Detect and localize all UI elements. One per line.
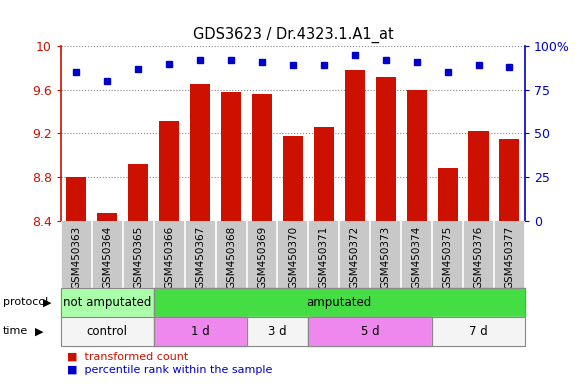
- Bar: [252, 94, 272, 221]
- Text: GSM450363: GSM450363: [71, 226, 81, 290]
- Text: 3 d: 3 d: [268, 325, 287, 338]
- Text: GSM450373: GSM450373: [380, 226, 391, 290]
- Text: GSM450370: GSM450370: [288, 226, 298, 289]
- Text: GSM450374: GSM450374: [412, 226, 422, 290]
- Bar: [494, 221, 525, 288]
- Bar: [246, 317, 309, 346]
- Bar: [221, 92, 241, 221]
- Bar: [216, 221, 246, 288]
- Bar: [61, 221, 92, 288]
- Text: amputated: amputated: [307, 296, 372, 309]
- Bar: [246, 317, 309, 346]
- Bar: [370, 221, 401, 288]
- Bar: [128, 164, 148, 221]
- Text: GSM450366: GSM450366: [164, 226, 174, 290]
- Text: GSM450364: GSM450364: [102, 226, 113, 290]
- Bar: [154, 317, 246, 346]
- Bar: [437, 169, 458, 221]
- Bar: [432, 317, 525, 346]
- Bar: [499, 139, 520, 221]
- Bar: [154, 221, 184, 288]
- Bar: [309, 221, 339, 288]
- Text: GSM450375: GSM450375: [443, 226, 452, 290]
- Text: time: time: [3, 326, 28, 336]
- Bar: [184, 221, 216, 288]
- Bar: [246, 221, 277, 288]
- Text: ■  transformed count: ■ transformed count: [67, 352, 188, 362]
- Title: GDS3623 / Dr.4323.1.A1_at: GDS3623 / Dr.4323.1.A1_at: [193, 27, 393, 43]
- Bar: [159, 121, 179, 221]
- Bar: [314, 127, 334, 221]
- Text: GSM450372: GSM450372: [350, 226, 360, 290]
- Text: 5 d: 5 d: [361, 325, 379, 338]
- Bar: [463, 221, 494, 288]
- Bar: [123, 221, 154, 288]
- Bar: [154, 288, 525, 317]
- Bar: [309, 317, 432, 346]
- Bar: [432, 317, 525, 346]
- Bar: [345, 70, 365, 221]
- Text: ▶: ▶: [44, 297, 52, 308]
- Bar: [66, 177, 86, 221]
- Text: GSM450365: GSM450365: [133, 226, 143, 290]
- Bar: [61, 317, 154, 346]
- Bar: [154, 317, 246, 346]
- Text: GSM450377: GSM450377: [505, 226, 514, 290]
- Bar: [339, 221, 370, 288]
- Text: 7 d: 7 d: [469, 325, 488, 338]
- Text: GSM450376: GSM450376: [473, 226, 484, 290]
- Text: protocol: protocol: [3, 297, 48, 308]
- Text: control: control: [87, 325, 128, 338]
- Text: not amputated: not amputated: [63, 296, 151, 309]
- Text: ▶: ▶: [35, 326, 43, 336]
- Text: 1 d: 1 d: [191, 325, 209, 338]
- Bar: [92, 221, 123, 288]
- Bar: [407, 90, 427, 221]
- Bar: [61, 288, 154, 317]
- Bar: [469, 131, 488, 221]
- Bar: [401, 221, 432, 288]
- Bar: [277, 221, 309, 288]
- Text: GSM450367: GSM450367: [195, 226, 205, 290]
- Bar: [61, 317, 154, 346]
- Text: GSM450368: GSM450368: [226, 226, 236, 290]
- Bar: [190, 84, 210, 221]
- Bar: [309, 317, 432, 346]
- Bar: [376, 77, 396, 221]
- Bar: [154, 288, 525, 317]
- Bar: [432, 221, 463, 288]
- Text: GSM450369: GSM450369: [257, 226, 267, 290]
- Bar: [97, 213, 117, 221]
- Text: ■  percentile rank within the sample: ■ percentile rank within the sample: [67, 366, 272, 376]
- Bar: [61, 288, 154, 317]
- Bar: [283, 136, 303, 221]
- Text: GSM450371: GSM450371: [319, 226, 329, 290]
